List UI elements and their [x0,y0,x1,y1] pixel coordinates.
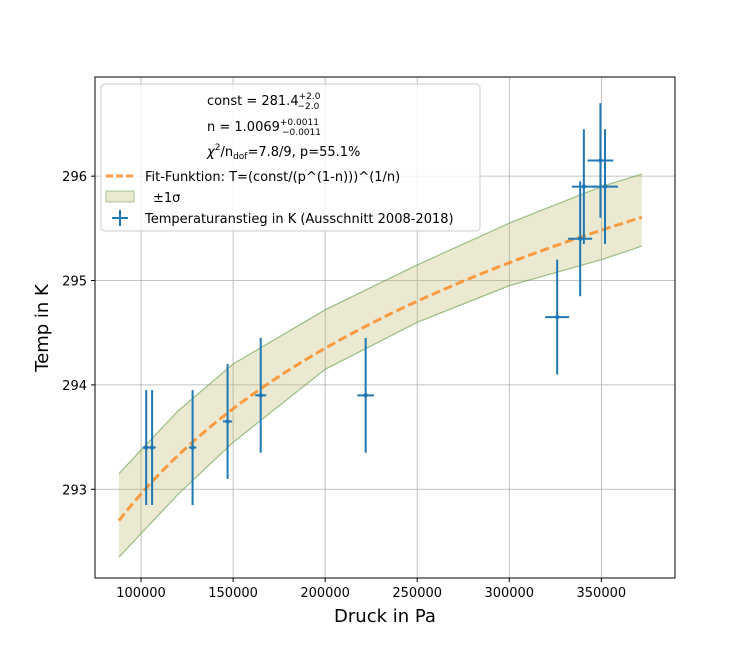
marker-3 [225,419,230,424]
y-axis-ticks: 293 294 295 296 [62,170,95,498]
marker-7 [577,236,583,241]
legend-const: const = 281.4+2.0 −2.0 [207,92,321,112]
n-value: n = 1.0069 [207,120,280,135]
n-sub: −0.0011 [282,128,321,138]
y-tick-label-3: 296 [62,170,87,185]
axes-frame [94,76,676,579]
error-bars [142,103,618,505]
y-tick-label-0: 293 [62,483,87,498]
x-axis-ticks: 100000 150000 200000 250000 300000 350000 [116,578,626,601]
n-sup: +0.0011 [280,118,319,128]
chi-sup: 2 [215,143,221,153]
legend-n: n = 1.0069+0.0011 −0.0011 [207,118,321,138]
fit-line [117,215,643,522]
marker-2 [190,445,195,450]
legend-data-label: Temperaturanstieg in K (Ausschnitt 2008-… [144,212,454,227]
marker-0 [143,445,149,450]
fit-curve [117,215,643,522]
const-value: const = 281.4 [207,94,299,109]
marker-4 [258,393,263,398]
legend-band-swatch [105,190,135,203]
chi-symbol: χ [206,145,216,160]
data-point-5 [357,337,374,453]
marker-5 [363,393,368,398]
band-lower-edge [118,245,643,558]
x-axis-label: Druck in Pa [334,606,436,627]
marker-6 [554,314,560,320]
legend-band-label: ±1σ [153,191,180,206]
data-point-10 [592,129,618,244]
chi-mid: /n [220,145,233,160]
x-tick-label-5: 350000 [577,586,627,601]
marker-10 [602,184,608,189]
confidence-band [118,173,643,558]
legend-chi: χ2/ndof=7.8/9, p=55.1% [206,143,360,162]
const-sub: −2.0 [297,102,319,112]
band-area [118,174,642,558]
marker-1 [149,445,155,450]
data-point-8 [571,129,596,244]
data-point-6 [545,259,570,375]
chi-sub: dof [233,152,248,162]
y-tick-label-2: 295 [62,275,87,290]
data-point-2 [188,390,197,505]
band-upper-edge [118,173,643,475]
data-point-7 [568,181,593,297]
legend-box [100,83,481,232]
x-tick-label-1: 150000 [208,586,258,601]
marker-9 [598,158,603,163]
chi-rest: =7.8/9, p=55.1% [247,145,360,160]
data-point-4 [255,337,267,453]
y-axis-label: Temp in K [32,283,53,373]
legend: const = 281.4+2.0 −2.0 n = 1.0069+0.0011−… [100,83,481,232]
marker-8 [581,184,587,189]
legend-fit-label: Fit-Funktion: T=(const/(p^(1-n)))^(1/n) [145,170,400,185]
const-sup: +2.0 [299,92,321,102]
x-tick-label-2: 200000 [300,586,350,601]
x-tick-label-3: 250000 [392,586,442,601]
y-tick-label-1: 294 [62,379,87,394]
x-tick-label-0: 100000 [116,586,166,601]
x-tick-label-4: 300000 [484,586,534,601]
data-point-3 [222,364,233,479]
data-point-1 [148,390,156,505]
data-point-9 [587,103,614,218]
